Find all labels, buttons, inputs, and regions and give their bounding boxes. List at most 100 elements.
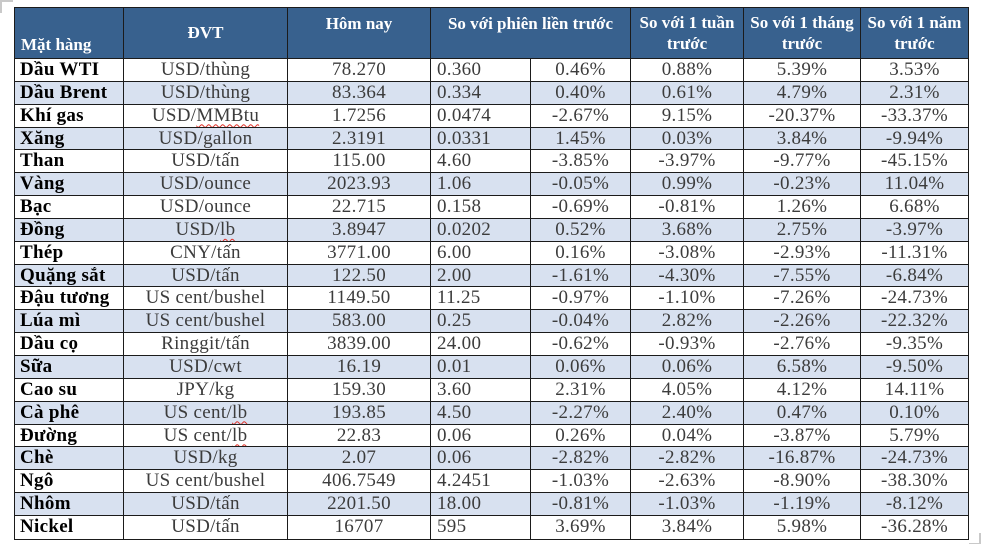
year-pct-cell[interactable]: 3.53% — [889, 59, 940, 80]
month-pct-cell[interactable]: -1.19% — [744, 493, 861, 515]
commodity-name-cell[interactable]: Thép — [15, 241, 124, 264]
table-resize-handle[interactable] — [969, 533, 981, 544]
unit-cell[interactable]: USD/tấn — [124, 264, 288, 287]
today-price-cell[interactable]: 406.7549 — [288, 470, 431, 493]
month-pct-cell[interactable]: 1.26% — [744, 196, 861, 218]
change-abs-cell[interactable]: 0.0202 — [431, 218, 531, 241]
commodity-name-cell[interactable]: Bạc — [15, 196, 124, 218]
week-pct-cell[interactable]: -2.82% — [631, 447, 744, 470]
change-pct-cell[interactable]: 0.26% — [531, 424, 631, 447]
month-pct-cell[interactable]: 5.39% — [744, 59, 861, 81]
month-pct-cell[interactable]: -20.37% — [744, 104, 861, 127]
month-pct-cell[interactable]: -7.26% — [744, 287, 861, 310]
year-pct-cell[interactable]: -45.15% — [880, 150, 948, 172]
commodity-name-cell[interactable]: Dầu WTI — [15, 59, 124, 81]
change-pct-cell[interactable]: -0.97% — [531, 287, 631, 310]
commodity-name-cell[interactable]: Cà phê — [15, 401, 124, 424]
change-pct-cell[interactable]: 0.40% — [531, 81, 631, 104]
month-pct-cell[interactable]: 2.75% — [744, 218, 861, 241]
commodity-name-cell[interactable]: Sữa — [15, 355, 124, 378]
unit-cell[interactable]: USD/cwt — [124, 355, 288, 378]
table-move-handle[interactable] — [0, 0, 13, 13]
change-abs-cell[interactable]: 2.00 — [431, 264, 531, 287]
month-pct-cell[interactable]: -3.87% — [744, 424, 861, 447]
month-pct-cell[interactable]: 0.47% — [744, 401, 861, 424]
change-pct-cell[interactable]: -3.85% — [531, 150, 631, 173]
change-pct-cell[interactable]: -0.62% — [531, 333, 631, 355]
week-pct-cell[interactable]: 2.40% — [631, 401, 744, 424]
week-pct-cell[interactable]: 0.04% — [631, 424, 744, 447]
header-year-change[interactable]: So với 1 năm trước — [867, 12, 962, 53]
week-pct-cell[interactable]: 0.88% — [631, 59, 744, 81]
unit-cell[interactable]: US cent/lb — [124, 401, 288, 424]
commodity-name-cell[interactable]: Vàng — [15, 173, 124, 196]
unit-cell[interactable]: USD/thùng — [124, 59, 288, 81]
unit-cell[interactable]: Ringgit/tấn — [124, 333, 288, 355]
year-pct-cell[interactable]: -3.97% — [885, 218, 944, 240]
month-pct-cell[interactable]: 4.12% — [744, 378, 861, 401]
week-pct-cell[interactable]: 3.68% — [631, 218, 744, 241]
commodity-name-cell[interactable]: Đường — [15, 424, 124, 447]
commodity-name-cell[interactable]: Cao su — [15, 378, 124, 401]
change-abs-cell[interactable]: 595 — [431, 515, 531, 539]
change-abs-cell[interactable]: 6.00 — [431, 241, 531, 264]
change-pct-cell[interactable]: 0.46% — [531, 59, 631, 81]
year-pct-cell[interactable]: -8.12% — [885, 493, 944, 515]
change-abs-cell[interactable]: 24.00 — [431, 333, 531, 355]
unit-cell[interactable]: US cent/bushel — [124, 470, 288, 493]
change-pct-cell[interactable]: 2.31% — [531, 378, 631, 401]
change-abs-cell[interactable]: 0.0474 — [431, 104, 531, 127]
week-pct-cell[interactable]: 2.82% — [631, 310, 744, 333]
commodity-name-cell[interactable]: Ngô — [15, 470, 124, 493]
week-pct-cell[interactable]: -2.63% — [631, 470, 744, 493]
year-pct-cell[interactable]: -9.50% — [885, 355, 944, 377]
change-pct-cell[interactable]: -0.04% — [531, 310, 631, 333]
change-pct-cell[interactable]: -0.81% — [531, 493, 631, 515]
change-abs-cell[interactable]: 0.360 — [431, 59, 531, 81]
year-pct-cell[interactable]: -36.28% — [880, 515, 948, 537]
header-unit[interactable]: ĐVT — [124, 8, 288, 58]
today-price-cell[interactable]: 1149.50 — [288, 287, 431, 310]
change-abs-cell[interactable]: 1.06 — [431, 173, 531, 196]
change-pct-cell[interactable]: -2.27% — [531, 401, 631, 424]
change-pct-cell[interactable]: 1.45% — [531, 127, 631, 150]
unit-cell[interactable]: USD/lb — [124, 218, 288, 241]
today-price-cell[interactable]: 22.83 — [288, 424, 431, 447]
unit-cell[interactable]: USD/ounce — [124, 196, 288, 218]
change-abs-cell[interactable]: 0.334 — [431, 81, 531, 104]
year-pct-cell[interactable]: -38.30% — [880, 470, 948, 492]
change-abs-cell[interactable]: 3.60 — [431, 378, 531, 401]
change-abs-cell[interactable]: 0.06 — [431, 447, 531, 470]
commodity-name-cell[interactable]: Dầu cọ — [15, 333, 124, 355]
change-pct-cell[interactable]: -2.67% — [531, 104, 631, 127]
commodity-name-cell[interactable]: Nhôm — [15, 493, 124, 515]
commodity-name-cell[interactable]: Chè — [15, 447, 124, 470]
week-pct-cell[interactable]: -3.08% — [631, 241, 744, 264]
week-pct-cell[interactable]: -3.97% — [631, 150, 744, 173]
week-pct-cell[interactable]: 3.84% — [631, 515, 744, 539]
header-today[interactable]: Hôm nay — [288, 8, 431, 58]
week-pct-cell[interactable]: -4.30% — [631, 264, 744, 287]
today-price-cell[interactable]: 122.50 — [288, 264, 431, 287]
unit-cell[interactable]: USD/MMBtu — [124, 104, 288, 127]
change-abs-cell[interactable]: 0.06 — [431, 424, 531, 447]
unit-cell[interactable]: USD/thùng — [124, 81, 288, 104]
today-price-cell[interactable]: 2023.93 — [288, 173, 431, 196]
week-pct-cell[interactable]: -1.03% — [631, 493, 744, 515]
change-pct-cell[interactable]: 3.69% — [531, 515, 631, 539]
month-pct-cell[interactable]: -8.90% — [744, 470, 861, 493]
today-price-cell[interactable]: 83.364 — [288, 81, 431, 104]
today-price-cell[interactable]: 16.19 — [288, 355, 431, 378]
week-pct-cell[interactable]: -0.93% — [631, 333, 744, 355]
month-pct-cell[interactable]: 3.84% — [744, 127, 861, 150]
year-pct-cell[interactable]: -22.32% — [880, 310, 948, 332]
commodity-name-cell[interactable]: Khí gas — [15, 104, 124, 127]
today-price-cell[interactable]: 78.270 — [288, 59, 431, 81]
year-pct-cell[interactable]: -24.73% — [880, 287, 948, 309]
month-pct-cell[interactable]: -7.55% — [744, 264, 861, 287]
change-pct-cell[interactable]: -0.69% — [531, 196, 631, 218]
commodity-name-cell[interactable]: Nickel — [15, 515, 124, 539]
year-pct-cell[interactable]: 11.04% — [884, 173, 945, 195]
unit-cell[interactable]: CNY/tấn — [124, 241, 288, 264]
year-pct-cell[interactable]: -24.73% — [880, 447, 948, 469]
